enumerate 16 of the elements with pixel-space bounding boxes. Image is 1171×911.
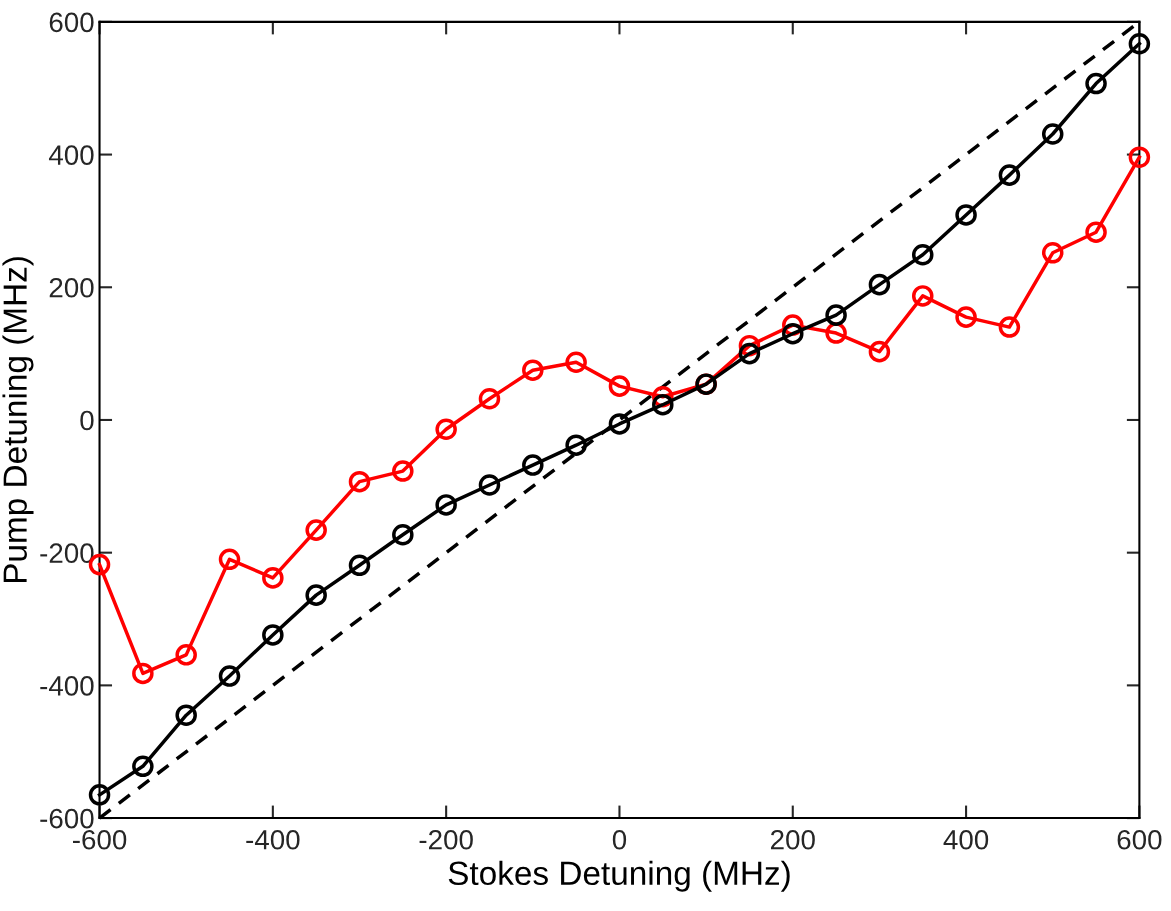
x-axis-title: Stokes Detuning (MHz) xyxy=(448,860,790,892)
y-axis-title: Pump Detuning (MHz) xyxy=(2,257,34,583)
y-tick-label: -200 xyxy=(40,543,94,564)
x-tick-label: 600 xyxy=(1117,829,1162,850)
y-tick-label: 200 xyxy=(49,277,94,298)
y-tick-label: 400 xyxy=(48,145,94,165)
x-tick-label: -400 xyxy=(246,829,300,850)
x-tick-label: 0 xyxy=(612,829,627,850)
y-tick-label: -400 xyxy=(40,676,94,696)
y-tick-label: 0 xyxy=(80,410,94,431)
y-tick-label: -600 xyxy=(40,808,94,829)
x-tick-label: -200 xyxy=(419,829,473,850)
x-tick-label: 400 xyxy=(943,829,989,850)
x-tick-label: -600 xyxy=(72,829,127,850)
x-tick-label: 200 xyxy=(770,829,815,850)
y-tick-label: 600 xyxy=(49,12,94,33)
